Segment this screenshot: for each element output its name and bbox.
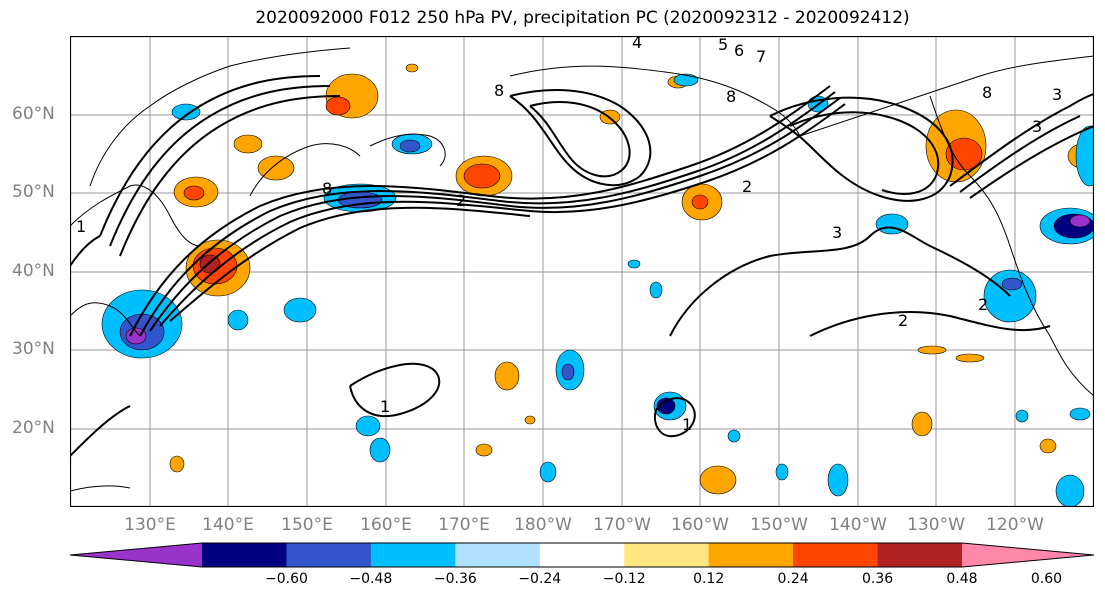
- colorbar-segment: [286, 543, 372, 567]
- colorbar-segment: [793, 543, 879, 567]
- pv-contour-label: 3: [832, 223, 842, 242]
- map-border: [70, 36, 1094, 507]
- colorbar-segment: [877, 543, 963, 567]
- map-title: 2020092000 F012 250 hPa PV, precipitatio…: [255, 8, 910, 28]
- lon-label: 130°E: [124, 515, 176, 535]
- colorbar-tick-label: 0.36: [861, 571, 894, 587]
- pv-contour-label: 8: [726, 87, 736, 106]
- pv-contour-label: 7: [756, 47, 766, 66]
- lon-label: 170°W: [593, 515, 651, 535]
- lon-label: 160°W: [671, 515, 729, 535]
- lon-label: 140°W: [829, 515, 887, 535]
- colorbar-extend-high: [962, 543, 1094, 567]
- pv-contour-label: 6: [734, 41, 744, 60]
- colorbar-segment: [539, 543, 625, 567]
- precip-shading: [101, 63, 1094, 507]
- lon-label: 140°E: [202, 515, 254, 535]
- colorbar-extend-low: [70, 543, 202, 567]
- lat-label: 60°N: [12, 104, 55, 124]
- pv-contour-label: 2: [742, 177, 752, 196]
- colorbar-outline: [69, 542, 1095, 568]
- colorbar-tick-label: −0.48: [349, 571, 393, 587]
- pv-contour-label: 2: [456, 191, 466, 210]
- colorbar-segment: [455, 543, 541, 567]
- lat-label: 40°N: [12, 261, 55, 281]
- lon-label: 180°W: [514, 515, 572, 535]
- colorbar-tick-label: −0.12: [602, 571, 646, 587]
- pv-contour-label: 3: [1052, 85, 1062, 104]
- lat-label: 30°N: [12, 339, 55, 359]
- coastlines: [70, 47, 1094, 492]
- lat-label: 20°N: [12, 418, 55, 438]
- pv-contour-label: 5: [718, 36, 728, 54]
- colorbar-tick-label: 0.12: [693, 571, 725, 587]
- pv-contour-label: 2: [978, 295, 988, 314]
- lon-label: 150°W: [750, 515, 808, 535]
- lon-label: 130°W: [907, 515, 965, 535]
- colorbar-segment: [624, 543, 710, 567]
- pv-contours: [70, 75, 1094, 457]
- colorbar-segments: [70, 543, 1094, 567]
- map-panel: 1 1 1 2 2 2 2 3 3 3 4 5 6 7 8 8 8 8: [70, 36, 1094, 507]
- pv-contour-label: 1: [682, 415, 692, 434]
- pv-contour-label: 4: [632, 36, 642, 52]
- pv-contour-label: 1: [380, 397, 390, 416]
- pv-contour-label: 1: [76, 217, 86, 236]
- colorbar-segment: [708, 543, 794, 567]
- lon-label: 120°W: [986, 515, 1044, 535]
- pv-contour-label: 2: [898, 311, 908, 330]
- colorbar-tick-label: 0.60: [1030, 571, 1063, 587]
- pv-contour-label: 8: [494, 81, 504, 100]
- pv-contour-label: 3: [1032, 117, 1042, 136]
- colorbar-tick-label: −0.24: [518, 571, 562, 587]
- lon-label: 160°E: [360, 515, 412, 535]
- colorbar-tick-label: −0.36: [433, 571, 477, 587]
- lat-label: 50°N: [12, 182, 55, 202]
- colorbar: [69, 542, 1095, 568]
- lon-label: 150°E: [281, 515, 333, 535]
- map-canvas: 1 1 1 2 2 2 2 3 3 3 4 5 6 7 8 8 8 8: [70, 36, 1094, 507]
- colorbar-segment: [202, 543, 287, 567]
- colorbar-tick-label: 0.24: [777, 571, 809, 587]
- lon-label: 170°E: [438, 515, 490, 535]
- pv-contour-label-group: 1 1 1 2 2 2 2 3 3 3 4 5 6 7 8 8 8 8: [76, 36, 1062, 434]
- colorbar-tick-label: 0.48: [946, 571, 978, 587]
- pv-contour-label: 8: [322, 179, 332, 198]
- colorbar-segment: [370, 543, 456, 567]
- pv-contour-label: 8: [982, 83, 992, 102]
- colorbar-tick-label: −0.60: [264, 571, 308, 587]
